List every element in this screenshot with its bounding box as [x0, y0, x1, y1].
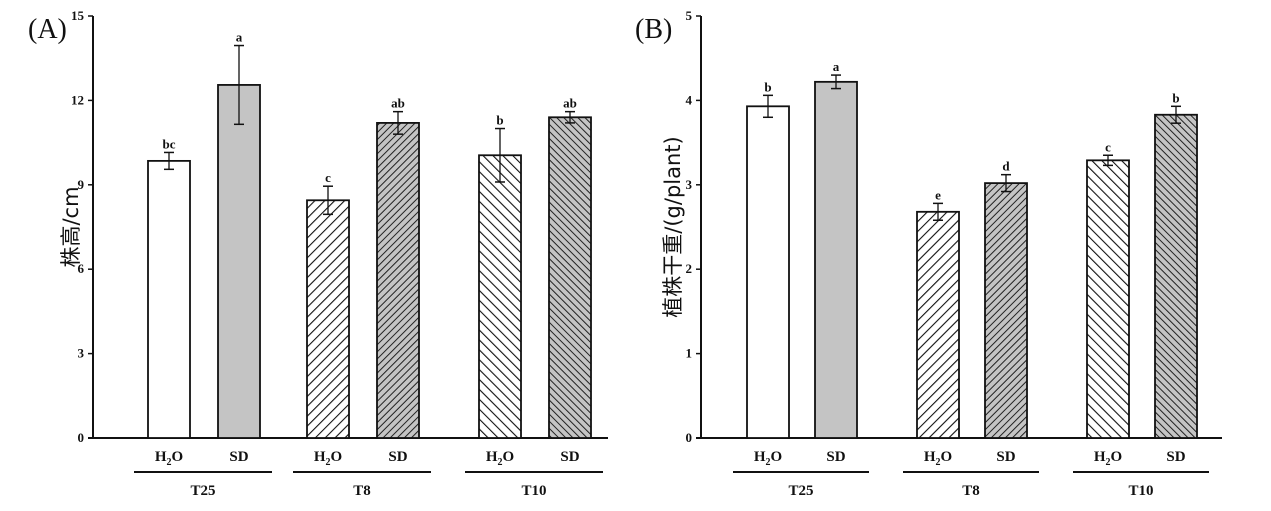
group-label: T8 — [353, 483, 371, 499]
y-tick-label: 4 — [686, 92, 693, 107]
category-label: SD — [1166, 449, 1185, 465]
significance-label: e — [935, 187, 941, 202]
y-tick-label: 3 — [78, 346, 85, 361]
category-label: SD — [826, 449, 845, 465]
category-label: SD — [560, 449, 579, 465]
category-label: H2O — [754, 449, 782, 468]
category-label: H2O — [155, 449, 183, 468]
bar-T25-SD — [217, 84, 261, 439]
significance-label: c — [325, 170, 331, 185]
category-label: H2O — [314, 449, 342, 468]
bar-T25-H2O — [746, 105, 790, 439]
bar-T8-H2O — [306, 199, 350, 439]
significance-label: c — [1105, 139, 1111, 154]
significance-label: d — [1002, 159, 1010, 174]
bar-T10-SD — [548, 116, 592, 439]
category-label: H2O — [486, 449, 514, 468]
category-label: H2O — [924, 449, 952, 468]
group-label: T8 — [962, 483, 980, 499]
category-label: SD — [388, 449, 407, 465]
group-label: T10 — [521, 483, 546, 499]
y-tick-label: 2 — [686, 261, 693, 276]
y-tick-label: 15 — [71, 8, 85, 23]
panel-label: (B) — [635, 14, 672, 45]
y-axis-label: 植株干重/(g/plant) — [661, 136, 685, 317]
category-label: SD — [229, 449, 248, 465]
significance-label: bc — [163, 136, 176, 151]
y-axis-label: 株高/cm — [59, 186, 83, 267]
category-label: H2O — [1094, 449, 1122, 468]
y-tick-label: 12 — [71, 92, 84, 107]
bar-T8-H2O — [916, 210, 960, 439]
significance-label: a — [833, 59, 840, 74]
group-label: T10 — [1128, 483, 1153, 499]
bar-T10-SD — [1154, 113, 1198, 439]
group-label: T25 — [788, 483, 813, 499]
group-label: T25 — [190, 483, 215, 499]
bar-T8-SD — [984, 182, 1028, 439]
bar-T25-H2O — [147, 159, 191, 439]
y-tick-label: 5 — [686, 8, 693, 23]
bar-T8-SD — [376, 122, 420, 439]
bar-T25-SD — [814, 80, 858, 439]
y-tick-label: 1 — [686, 346, 693, 361]
y-tick-label: 6 — [78, 261, 85, 276]
significance-label: a — [236, 30, 243, 45]
significance-label: b — [1172, 90, 1179, 105]
y-tick-label: 9 — [78, 177, 85, 192]
significance-label: ab — [563, 96, 577, 111]
significance-label: b — [496, 113, 503, 128]
significance-label: ab — [391, 96, 405, 111]
bar-T10-H2O — [1086, 159, 1130, 439]
significance-label: b — [764, 79, 771, 94]
category-label: SD — [996, 449, 1015, 465]
panel-label: (A) — [28, 14, 67, 45]
bar-T10-H2O — [478, 154, 522, 439]
y-tick-label: 0 — [78, 430, 85, 445]
y-tick-label: 0 — [686, 430, 693, 445]
y-tick-label: 3 — [686, 177, 693, 192]
